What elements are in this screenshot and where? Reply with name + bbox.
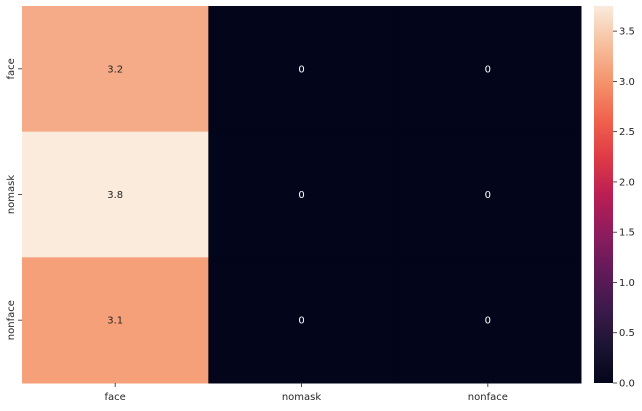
heatmap-cell-nonface-nomask	[208, 257, 396, 384]
heatmap-cell-face-nonface	[394, 6, 582, 133]
x-tick-label-nonface: nonface	[468, 392, 508, 403]
heatmap-cell-nomask-nonface	[394, 131, 582, 258]
heatmap-cell-labels: 3.2 0 0 3.8 0 0 3.1 0 0	[107, 64, 491, 326]
heatmap-cell-nomask-face	[22, 131, 209, 258]
cell-label-face-nomask: 0	[298, 64, 304, 75]
cell-label-face-face: 3.2	[107, 64, 123, 75]
colorbar-tick-label: 3.5	[619, 27, 635, 38]
colorbar: 0.0 0.5 1.0 1.5 2.0 2.5 3.0 3.5	[594, 6, 635, 390]
x-tick-label-nomask: nomask	[282, 392, 322, 403]
colorbar-tick-label: 3.0	[619, 77, 635, 88]
colorbar-tick-label: 2.0	[619, 177, 635, 188]
y-tick-label-nomask: nomask	[6, 175, 17, 215]
cell-label-nomask-nonface: 0	[485, 190, 491, 201]
heatmap-cell-face-nomask	[208, 6, 396, 133]
cell-label-nomask-face: 3.8	[107, 190, 123, 201]
x-axis: face nomask nonface	[105, 383, 508, 403]
colorbar-tick-label: 1.5	[619, 228, 635, 239]
colorbar-tick-label: 2.5	[619, 127, 635, 138]
y-axis: face nomask nonface	[6, 58, 22, 340]
cell-label-nonface-face: 3.1	[107, 316, 123, 327]
cell-label-nonface-nonface: 0	[485, 316, 491, 327]
colorbar-tick-label: 1.0	[619, 278, 635, 289]
cell-label-nomask-nomask: 0	[298, 190, 304, 201]
cell-label-nonface-nomask: 0	[298, 316, 304, 327]
y-tick-label-face: face	[6, 58, 17, 79]
colorbar-tick-label: 0.5	[619, 328, 635, 339]
colorbar-tick-label: 0.0	[619, 379, 635, 390]
heatmap-cell-face-face	[22, 6, 209, 133]
cell-label-face-nonface: 0	[485, 64, 491, 75]
heatmap-cell-nonface-nonface	[394, 257, 582, 384]
x-tick-label-face: face	[105, 392, 126, 403]
heatmap-cell-nomask-nomask	[208, 131, 396, 258]
y-tick-label-nonface: nonface	[6, 300, 17, 340]
colorbar-gradient	[594, 6, 613, 383]
heatmap-cell-nonface-face	[22, 257, 209, 384]
heatmap-cells	[22, 6, 582, 384]
